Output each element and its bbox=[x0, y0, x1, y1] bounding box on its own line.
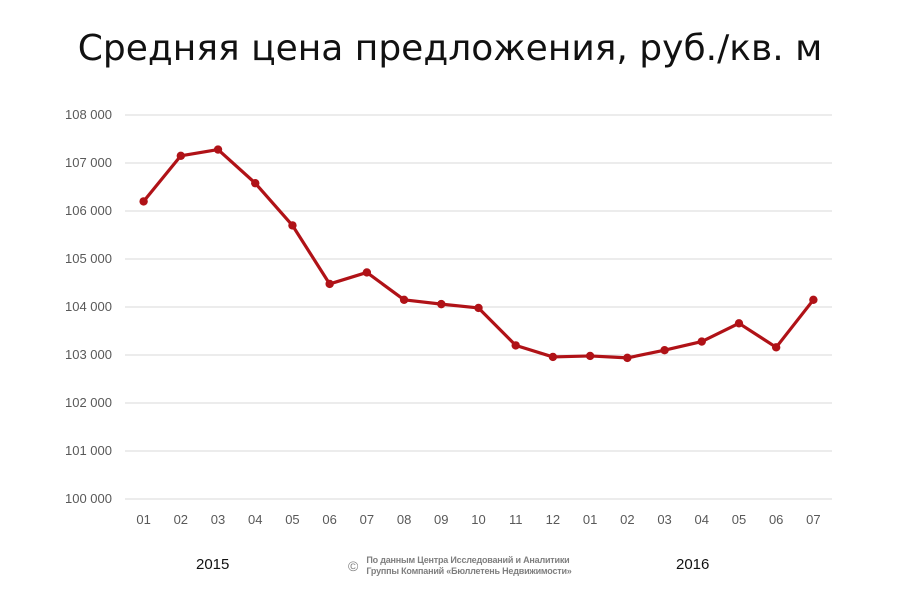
x-tick-label: 02 bbox=[620, 512, 634, 527]
y-tick-label: 101 000 bbox=[65, 443, 112, 458]
x-tick-label: 08 bbox=[397, 512, 411, 527]
data-point bbox=[511, 341, 520, 350]
x-tick-label: 02 bbox=[174, 512, 188, 527]
data-point bbox=[176, 151, 186, 160]
data-point bbox=[734, 319, 744, 328]
x-tick-label: 11 bbox=[509, 512, 523, 527]
data-point bbox=[660, 346, 669, 355]
y-tick-label: 108 000 bbox=[65, 107, 112, 122]
data-point bbox=[139, 197, 148, 206]
x-tick-label: 01 bbox=[583, 512, 597, 527]
data-point bbox=[771, 343, 781, 352]
x-tick-label: 10 bbox=[471, 512, 485, 527]
data-point bbox=[548, 352, 558, 362]
data-point bbox=[251, 178, 260, 188]
x-tick-label: 12 bbox=[546, 512, 560, 527]
data-point bbox=[213, 145, 223, 154]
x-axis-ticks: 01 02 03 04 05 06 07 08 09 10 11 12 01 02 03 04 05 06 07 bbox=[136, 512, 820, 527]
y-tick-label: 100 000 bbox=[65, 491, 112, 506]
data-point bbox=[697, 337, 706, 346]
data-point bbox=[474, 303, 483, 313]
chart-title: Средняя цена предложения, руб./кв. м bbox=[77, 28, 823, 69]
y-tick-label: 105 000 bbox=[65, 251, 112, 266]
y-tick-label: 107 000 bbox=[65, 155, 112, 170]
data-point bbox=[288, 221, 297, 230]
x-tick-label: 03 bbox=[657, 512, 671, 527]
year-label-2015: 2015 bbox=[196, 556, 230, 573]
data-point bbox=[325, 279, 334, 289]
x-tick-label: 05 bbox=[732, 512, 746, 527]
data-point bbox=[809, 295, 818, 304]
source-line-2: Группы Компаний «Бюллетень Недвижимости» bbox=[366, 566, 572, 576]
x-tick-label: 01 bbox=[136, 512, 150, 527]
x-tick-label: 06 bbox=[769, 512, 783, 527]
y-tick-label: 106 000 bbox=[65, 203, 112, 218]
data-point bbox=[623, 353, 632, 363]
data-point bbox=[437, 299, 446, 309]
x-tick-label: 03 bbox=[211, 512, 225, 527]
grid-lines bbox=[125, 114, 832, 500]
x-tick-label: 04 bbox=[248, 512, 262, 527]
series-line bbox=[142, 147, 815, 360]
x-tick-label: 07 bbox=[360, 512, 374, 527]
x-tick-label: 04 bbox=[695, 512, 709, 527]
source-line-1: По данным Центра Исследований и Аналитик… bbox=[366, 555, 570, 565]
source-footer: © По данным Центра Исследований и Аналит… bbox=[348, 555, 572, 577]
year-label-2016: 2016 bbox=[676, 556, 710, 573]
x-tick-label: 06 bbox=[322, 512, 336, 527]
data-point bbox=[362, 268, 372, 277]
copyright-symbol: © bbox=[348, 558, 359, 574]
x-tick-label: 07 bbox=[806, 512, 820, 527]
y-tick-label: 102 000 bbox=[65, 395, 112, 410]
data-point bbox=[399, 295, 409, 304]
data-point bbox=[585, 351, 595, 361]
x-tick-label: 05 bbox=[285, 512, 299, 527]
x-tick-label: 09 bbox=[434, 512, 448, 527]
y-tick-label: 104 000 bbox=[65, 299, 112, 314]
y-tick-label: 103 000 bbox=[65, 347, 112, 362]
series-layer bbox=[139, 145, 818, 363]
y-axis-ticks: 100 000 101 000 102 000 103 000 104 000 105 0… bbox=[65, 107, 112, 506]
